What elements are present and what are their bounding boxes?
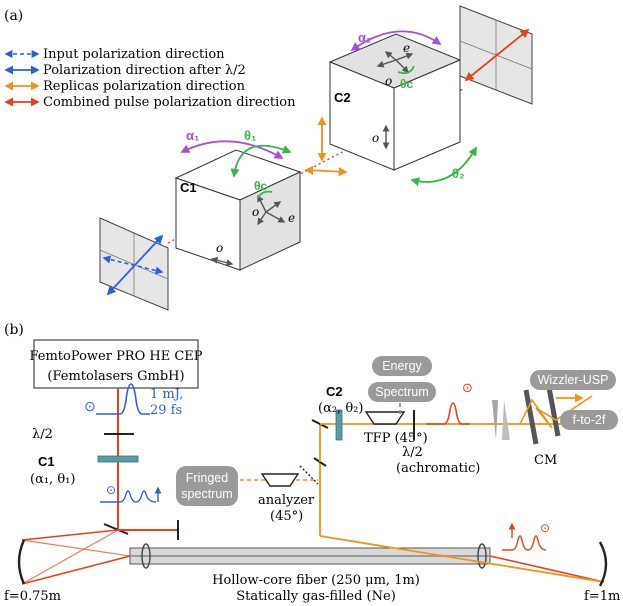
c2-o-side-label: o [372, 131, 379, 145]
c2-alpha-rotation-arrow [350, 30, 442, 52]
c2-theta-c: θc [400, 77, 413, 91]
curved-mirror-left [17, 539, 26, 585]
c2-theta-label: θ₂ [452, 166, 465, 181]
c2-label: C2 [334, 90, 351, 105]
pulse-polarization-dot: ⊙ [84, 398, 96, 414]
pulse-duration: 29 fs [150, 403, 182, 418]
f2f-pill-text: f-to-2f [573, 413, 606, 427]
c1-o-bottom-label: o [216, 241, 223, 255]
wizzler-pill: Wizzler-USP [530, 370, 616, 390]
tfp-element [364, 411, 406, 425]
c1-alpha-label: α₁ [186, 128, 199, 143]
curved-mirror-right [598, 541, 608, 587]
replica-horizontal-arrow [304, 165, 348, 177]
fringed-spectrum-pill: Fringed spectrum [176, 466, 238, 506]
c1-theta-c: θc [254, 179, 267, 193]
fringed-pill-text-2: spectrum [181, 487, 232, 501]
hollow-core-fiber [129, 543, 491, 569]
crystal-c1: C1 θc o e o [174, 149, 302, 271]
c2-crystal-plate [335, 409, 343, 441]
energy-pill-text: Energy [382, 359, 422, 373]
crystal-c2: C2 θc o e o [328, 33, 462, 171]
cm-label: CM [534, 453, 557, 468]
c1-params: (α₁, θ₁) [30, 472, 75, 487]
replicas-dot-c1: ⊙ [106, 483, 116, 497]
energy-pill: Energy [372, 356, 432, 376]
c1-crystal-plate [97, 455, 139, 463]
laser-vendor: (Femtolasers GmbH) [47, 369, 184, 384]
fold-mirror-left [103, 523, 129, 535]
spectrum-pill: Spectrum [368, 382, 436, 402]
f2f-pill: f-to-2f [560, 410, 618, 430]
panel-b-label: (b) [4, 322, 24, 338]
after-halfwave-polarization-arrow [106, 234, 164, 296]
input-screen [99, 217, 169, 311]
analyzer-label-1: analyzer [258, 493, 315, 508]
analyzer-dot-mirror [299, 465, 319, 485]
wedge-2 [502, 400, 510, 440]
tfp-label: TFP (45°) [364, 431, 428, 446]
c1-o-axis-label: o [252, 205, 259, 219]
c1-e-axis-label: e [288, 211, 295, 225]
legend-text-replicas: Replicas polarization direction [43, 79, 246, 94]
combined-polarization-arrow [464, 28, 530, 82]
legend-text-input: Input polarization direction [43, 47, 225, 62]
spectrum-pill-text: Spectrum [375, 385, 429, 399]
fringed-pill-text-1: Fringed [186, 471, 228, 485]
c1-theta-label: θ₁ [244, 128, 256, 143]
achromatic-halfwave-label-2: (achromatic) [396, 461, 480, 476]
pulse-before-prisms [426, 402, 470, 425]
c1-label: C1 [180, 180, 197, 195]
legend: Input polarization direction Polarizatio… [4, 47, 296, 110]
c2-o-axis-label: o [385, 74, 392, 88]
panel-a-label: (a) [4, 8, 23, 24]
c2-alpha-label: α₂ [358, 30, 372, 45]
pulse-before-prisms-dot: ⊙ [462, 380, 473, 395]
legend-text-combined: Combined pulse polarization direction [43, 95, 296, 110]
wedge-1 [492, 400, 498, 440]
beam-focus-top [21, 529, 119, 541]
c1-theta-rotation-arrow [230, 144, 292, 178]
pulse-energy: 1 mJ, [150, 387, 183, 402]
c1-name: C1 [38, 454, 55, 469]
c2-theta-rotation-arrow [410, 146, 477, 187]
input-pulse [96, 383, 150, 415]
wizzler-pill-text: Wizzler-USP [538, 373, 609, 387]
laser-source-box: FemtoPower PRO HE CEP (Femtolasers GmbH) [29, 339, 203, 389]
c2-params: (α₂, θ₂) [318, 401, 363, 416]
halfwave-label: λ/2 [32, 427, 53, 442]
output-screen [459, 5, 533, 105]
output-pulse-dot: ⊙ [540, 521, 550, 535]
beam-cross-2 [21, 529, 119, 585]
analyzer-element [260, 473, 300, 487]
beam-focus-bottom [21, 555, 131, 585]
beam-cross-1 [21, 539, 131, 557]
mirror-right-label: f=1m [584, 589, 620, 604]
mirror-left-label: f=0.75m [4, 589, 61, 604]
output-pulse [502, 535, 547, 551]
c2-e-axis-label: e [403, 41, 410, 55]
c2-name: C2 [326, 384, 343, 399]
laser-name: FemtoPower PRO HE CEP [29, 349, 202, 364]
legend-text-after-halfwave: Polarization direction after λ/2 [43, 63, 246, 78]
replicas-pulse-c1 [100, 490, 157, 503]
beam-out-top [489, 555, 605, 583]
achromatic-halfwave-label-1: λ/2 [402, 445, 423, 460]
fiber-description: Hollow-core fiber (250 μm, 1m) [212, 573, 420, 588]
fiber-gas: Statically gas-filled (Ne) [236, 589, 396, 604]
analyzer-label-2: (45°) [270, 509, 303, 524]
beam-out-return [319, 535, 605, 583]
